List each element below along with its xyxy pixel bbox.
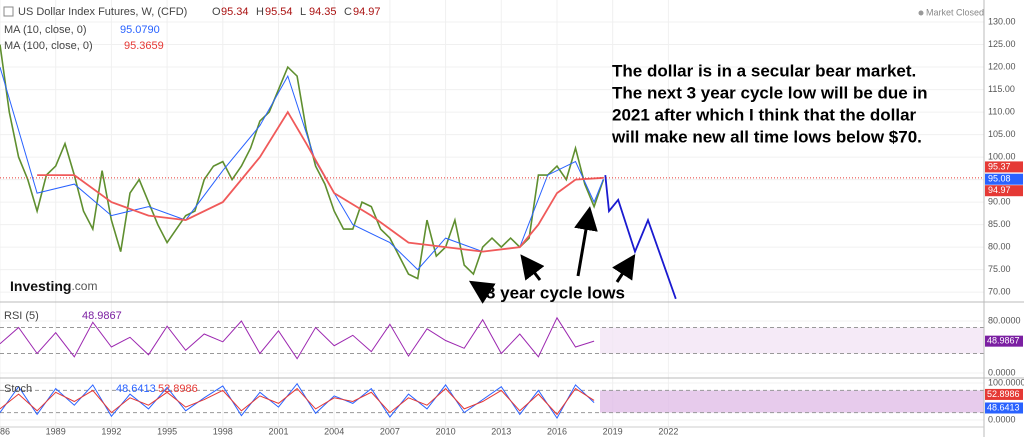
value-badge	[985, 402, 1023, 414]
logo: Investing.com	[10, 278, 97, 294]
x-tick-label: 2013	[491, 426, 511, 436]
x-tick-label: 1989	[46, 426, 66, 436]
value-badge-label: 52.8986	[987, 389, 1020, 399]
x-tick-label: 2010	[436, 426, 456, 436]
y-tick-label: 0.0000	[988, 367, 1016, 377]
price-badge	[985, 185, 1023, 197]
ohlc-label: L	[300, 6, 306, 18]
x-tick-label: 2022	[658, 426, 678, 436]
logo-main: Investing	[10, 278, 71, 294]
indicator-value: 48.6413	[116, 383, 156, 395]
y-tick-label: 120.00	[988, 61, 1016, 71]
series-line	[0, 316, 595, 360]
series-line	[37, 110, 604, 253]
callout: 3 year cycle lows	[486, 283, 625, 302]
series-line	[0, 44, 605, 280]
x-tick-label: 2016	[547, 426, 567, 436]
status: Market Closed	[926, 7, 984, 17]
x-tick-label: 2004	[324, 426, 344, 436]
indicator-name: RSI (5)	[4, 310, 39, 322]
annotation: The next 3 year cycle low will be due in	[612, 83, 928, 102]
price-badge-label: 95.37	[988, 161, 1011, 171]
y-tick-label: 100.0000	[988, 377, 1024, 387]
ohlc-label: H	[256, 6, 264, 18]
x-tick-label: 1998	[213, 426, 233, 436]
value-badge-label: 48.9867	[987, 336, 1020, 346]
x-tick-label: 2001	[268, 426, 288, 436]
ohlc-label: O	[212, 6, 221, 18]
arrow	[520, 254, 545, 281]
y-tick-label: 85.00	[988, 219, 1011, 229]
y-tick-label: 80.0000	[988, 315, 1021, 325]
ohlc-value: 94.97	[353, 6, 381, 18]
value-badge-label: 48.6413	[987, 402, 1020, 412]
price-badge	[985, 173, 1023, 185]
ohlc: O 95.34 H 95.54 L 94.35 C 94.97	[212, 6, 381, 18]
indicator-name: Stoch	[4, 383, 32, 395]
arrow	[574, 206, 598, 277]
value-badge	[985, 388, 1023, 400]
series-line	[0, 387, 595, 416]
y-tick-label: 115.00	[988, 84, 1015, 94]
status-dot	[918, 10, 924, 16]
indicator-name: MA (10, close, 0)	[4, 24, 87, 36]
band	[600, 327, 984, 354]
x-tick-label: 1992	[101, 426, 121, 436]
ohlc-value: 94.35	[309, 6, 337, 18]
series-line	[604, 175, 677, 300]
price-badge-label: 95.08	[988, 174, 1011, 184]
band	[600, 390, 984, 413]
indicator-value: 95.3659	[124, 40, 164, 52]
y-tick-label: 70.00	[988, 286, 1011, 296]
x-tick-label: 2019	[603, 426, 623, 436]
y-tick-label: 75.00	[988, 264, 1011, 274]
ohlc-value: 95.54	[265, 6, 293, 18]
arrow	[612, 253, 636, 283]
indicator-value: 48.9867	[82, 310, 122, 322]
y-tick-label: 110.00	[988, 106, 1015, 116]
chart-title: US Dollar Index Futures, W, (CFD)	[18, 6, 187, 18]
indicator-value: 52.8986	[158, 383, 198, 395]
ohlc-value: 95.34	[221, 6, 249, 18]
annotation: The dollar is in a secular bear market.	[612, 61, 916, 80]
logo-suffix: .com	[71, 279, 97, 293]
series-line	[0, 382, 595, 420]
arrow	[468, 280, 496, 304]
x-tick-label: 1995	[157, 426, 177, 436]
annotation: will make new all time lows below $70.	[611, 127, 922, 146]
arrows	[468, 206, 636, 304]
indicator-value: 95.0790	[120, 24, 160, 36]
indicator-name: MA (100, close, 0)	[4, 40, 93, 52]
x-tick-label: 2007	[380, 426, 400, 436]
y-tick-label: 125.00	[988, 39, 1016, 49]
x-tick-label: 1986	[0, 426, 10, 436]
y-tick-label: 0.0000	[988, 414, 1016, 424]
price-badge-label: 94.97	[988, 185, 1011, 195]
collapse-icon[interactable]	[3, 6, 14, 17]
y-tick-label: 105.00	[988, 129, 1016, 139]
value-badge	[985, 335, 1023, 347]
ohlc-label: C	[344, 6, 352, 18]
y-tick-label: 130.00	[988, 16, 1016, 26]
y-tick-label: 80.00	[988, 241, 1011, 251]
y-tick-label: 90.00	[988, 196, 1011, 206]
price-badge	[985, 161, 1023, 173]
y-tick-label: 100.00	[988, 151, 1016, 161]
annotation: 2021 after which I think that the dollar	[612, 105, 917, 124]
